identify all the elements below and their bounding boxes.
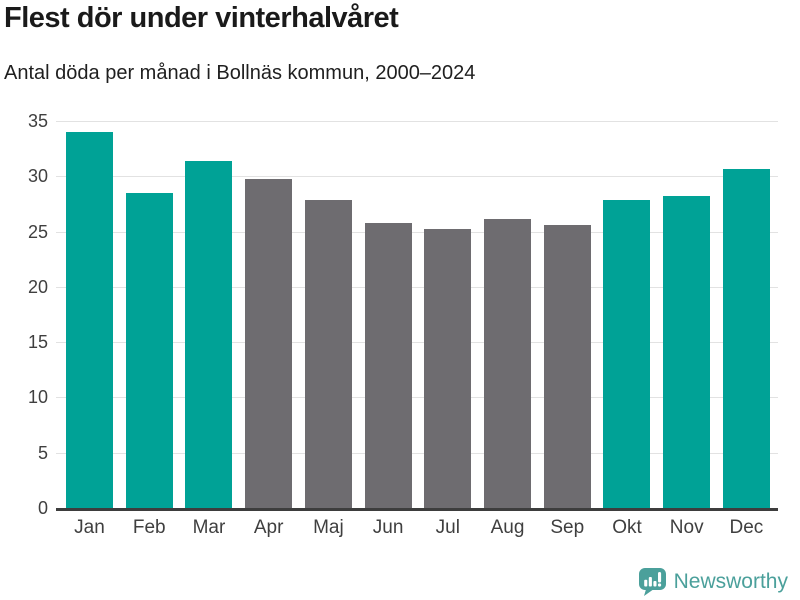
x-axis-label-nov: Nov	[669, 517, 704, 538]
y-axis-tick-label: 25	[27, 221, 48, 242]
x-axis-label-jun: Jun	[372, 517, 404, 538]
bar-jun	[364, 222, 412, 508]
y-axis-tick-label: 5	[37, 442, 48, 463]
x-axis-label-dec: Dec	[729, 517, 764, 538]
x-axis-label-feb: Feb	[132, 517, 166, 538]
gridline	[56, 231, 778, 233]
x-axis-labels: Jan Feb Mar Apr Maj Jun Jul Aug Sep Okt Nov Dec	[56, 517, 778, 539]
y-axis-tick-label: 20	[27, 276, 48, 297]
x-axis-label-jul: Jul	[435, 517, 460, 538]
bar-jul	[424, 229, 472, 508]
newsworthy-icon	[638, 568, 666, 596]
x-axis-label-sep: Sep	[550, 517, 585, 538]
x-axis-label-apr: Apr	[253, 517, 284, 538]
y-axis-tick-label: 10	[27, 387, 48, 408]
chart-subtitle: Antal döda per månad i Bollnäs kommun, 2…	[4, 62, 476, 84]
bar-apr	[245, 178, 293, 508]
bars	[56, 121, 778, 508]
newsworthy-logo: Newsworthy	[638, 568, 788, 596]
plot-area	[56, 121, 778, 511]
bar-feb	[125, 192, 173, 508]
y-axis-tick-label: 15	[27, 332, 48, 353]
y-axis-tick-label: 0	[37, 498, 48, 518]
x-axis-label-okt: Okt	[612, 517, 642, 538]
bar-okt	[603, 199, 651, 508]
x-axis-label-jan: Jan	[74, 517, 105, 538]
y-axis: 0 5 10 15 20 25 30 35	[0, 112, 48, 517]
bar-jan	[66, 132, 113, 508]
bar-sep	[543, 224, 591, 508]
brand-name: Newsworthy	[673, 570, 788, 593]
bar-aug	[484, 219, 532, 508]
x-axis-label-aug: Aug	[490, 517, 525, 538]
bar-maj	[304, 199, 352, 508]
x-axis-label-mar: Mar	[192, 517, 226, 538]
gridline	[56, 176, 778, 178]
gridline	[56, 342, 778, 344]
y-axis-tick-label: 35	[27, 111, 48, 131]
y-axis-tick-label: 30	[27, 166, 48, 187]
gridline	[56, 452, 778, 454]
bar-mar	[185, 160, 233, 508]
gridline	[56, 286, 778, 288]
x-axis-label-maj: Maj	[313, 517, 344, 538]
gridline	[56, 397, 778, 399]
gridline	[56, 121, 778, 122]
chart-title: Flest dör under vinterhalvåret	[4, 2, 399, 34]
bar-dec	[722, 168, 770, 508]
bar-nov	[663, 196, 711, 508]
